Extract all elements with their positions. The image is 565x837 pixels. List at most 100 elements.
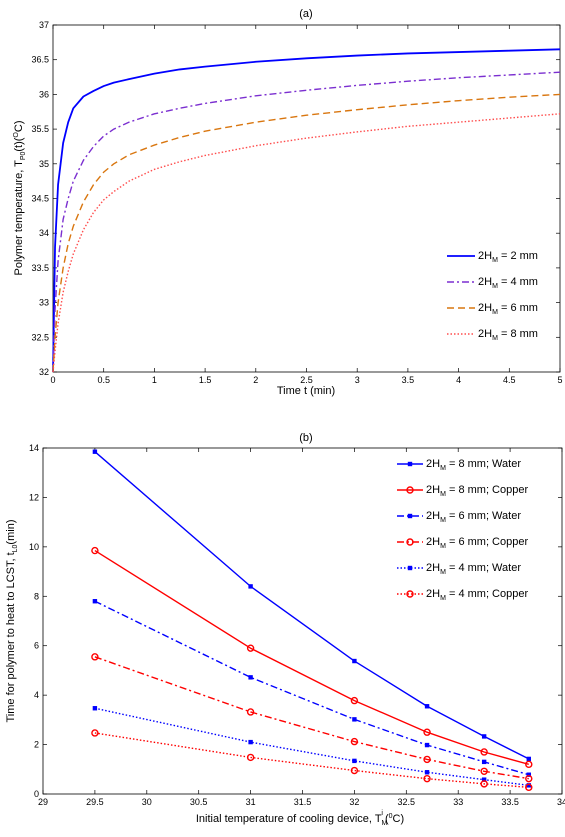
data-point [526,783,531,788]
data-point [92,706,98,711]
x-tick-label: 34 [557,797,565,807]
series-line-4 [94,656,529,780]
legend-marker [407,461,413,467]
panel-a-ylabel-end: C) [13,120,25,132]
x-tick-label: 4 [456,375,461,385]
panel-a-ylabel: Polymer temperature, TP0(t)(OC) [13,120,27,275]
x-tick-label: 2.5 [300,375,313,385]
panel-b-xlabel-paren: ( [385,813,389,825]
panel-a-series [52,48,561,373]
y-tick-label: 33.5 [31,263,49,273]
x-tick-label: 3.5 [402,375,415,385]
data-point [525,774,533,783]
panel-b-series [91,449,533,792]
y-tick-label: 10 [29,542,39,552]
legend-label: 2HM = 6 mm; Water [426,510,521,524]
series-line-2 [94,549,529,766]
panel-b-ticks: 29 29.5 30 30.5 31 31.5 32 32.5 33 33.5 34 0 2 4 6 8 10 1… [29,443,565,807]
data-point [424,770,430,775]
x-tick-label: 30 [142,797,152,807]
panel-a-ylabel-mid: (t)( [13,137,25,151]
legend-label: 2HM = 2 mm [478,250,538,264]
legend-marker [406,590,414,598]
panel-a-ticks: 0 0.5 1 1.5 2 2.5 3 3.5 4 4.5 53232.53333.53434.53… [31,20,562,385]
y-tick-label: 34.5 [31,194,49,204]
legend-label: 2HM = 6 mm [478,302,538,316]
data-point [350,737,359,746]
x-tick-label: 32.5 [398,797,416,807]
x-tick-label: 31 [246,797,256,807]
data-point [246,644,255,652]
y-tick-label: 36.5 [31,55,49,65]
x-tick-label: 5 [557,375,562,385]
data-point [424,742,430,748]
x-tick-label: 1 [152,375,157,385]
data-point [480,767,488,775]
legend-label: 2HM = 6 mm; Copper [426,536,528,550]
x-tick-label: 2 [253,375,258,385]
y-tick-label: 8 [34,591,39,601]
series-line-6 [94,732,529,789]
y-tick-label: 32.5 [31,332,49,342]
data-point [91,729,99,737]
legend-label: 2HM = 8 mm; Copper [426,484,528,498]
y-tick-label: 6 [34,641,39,651]
data-point [350,766,359,775]
data-point [352,658,357,664]
panel-b-xlabel-end: C) [393,813,405,825]
panel-a-ylabel-sup: O [13,132,20,138]
data-point [246,708,255,716]
data-point [525,760,533,769]
legend-label: 2HM = 4 mm; Water [426,562,521,576]
data-point [481,734,487,739]
y-tick-label: 14 [29,443,39,453]
panel-a: (a) 0 0.5 1 1.5 2 2.5 3 3.5 4 4.5 53232.53333.5343… [13,8,563,397]
y-tick-label: 4 [34,690,39,700]
y-tick-label: 32 [39,367,49,377]
legend-label: 2HM = 8 mm [478,328,538,342]
series-line-3 [52,93,561,373]
series-line-5 [94,707,529,787]
data-point [352,717,357,722]
panel-b-ylabel: Time for polymer to heat to LCST, tL0(mi… [5,519,19,722]
data-point [246,753,255,762]
data-point [92,449,98,454]
panel-b-legend: 2HM = 8 mm; Water 2HM = 8 mm; Copper 2HM =… [397,458,528,602]
legend-label: 2HM = 4 mm [478,276,538,290]
data-point [92,599,98,604]
data-point [248,675,253,680]
x-tick-label: 3 [355,375,360,385]
panel-b-title: (b) [299,432,312,444]
x-tick-label: 4.5 [503,375,516,385]
panel-b-xlabel-sup2: 0 [389,813,393,820]
data-point [423,728,431,736]
series-line-2 [52,71,561,373]
panel-a-ylabel-main: Polymer temperature, T [13,160,25,276]
legend-marker [407,565,413,571]
data-point [350,696,359,705]
data-point [423,774,431,783]
panel-b-ylabel-end: (min) [5,519,17,544]
panel-a-legend: 2HM = 2 mm 2HM = 4 mm 2HM = 6 mm 2HM = 8 mm [447,250,538,342]
y-tick-label: 33 [39,298,49,308]
panel-a-xlabel: Time t (min) [277,385,335,397]
panel-b-xlabel-sub: M [382,820,388,827]
data-point [480,748,488,756]
panel-b-ylabel-sub: L0 [12,544,19,552]
series-line-3 [94,600,529,776]
legend-marker [407,513,413,519]
data-point [526,756,531,762]
data-point [248,739,253,745]
data-point [91,653,99,661]
legend-marker [406,538,414,546]
y-tick-label: 35.5 [31,124,49,134]
y-tick-label: 36 [39,89,49,99]
data-point [481,777,487,782]
x-tick-label: 29.5 [86,797,104,807]
data-point [91,546,99,555]
x-tick-label: 0.5 [97,375,110,385]
x-tick-label: 1.5 [199,375,212,385]
panel-b-xlabel: Initial temperature of cooling device, T… [196,810,404,827]
series-line-4 [52,113,561,373]
